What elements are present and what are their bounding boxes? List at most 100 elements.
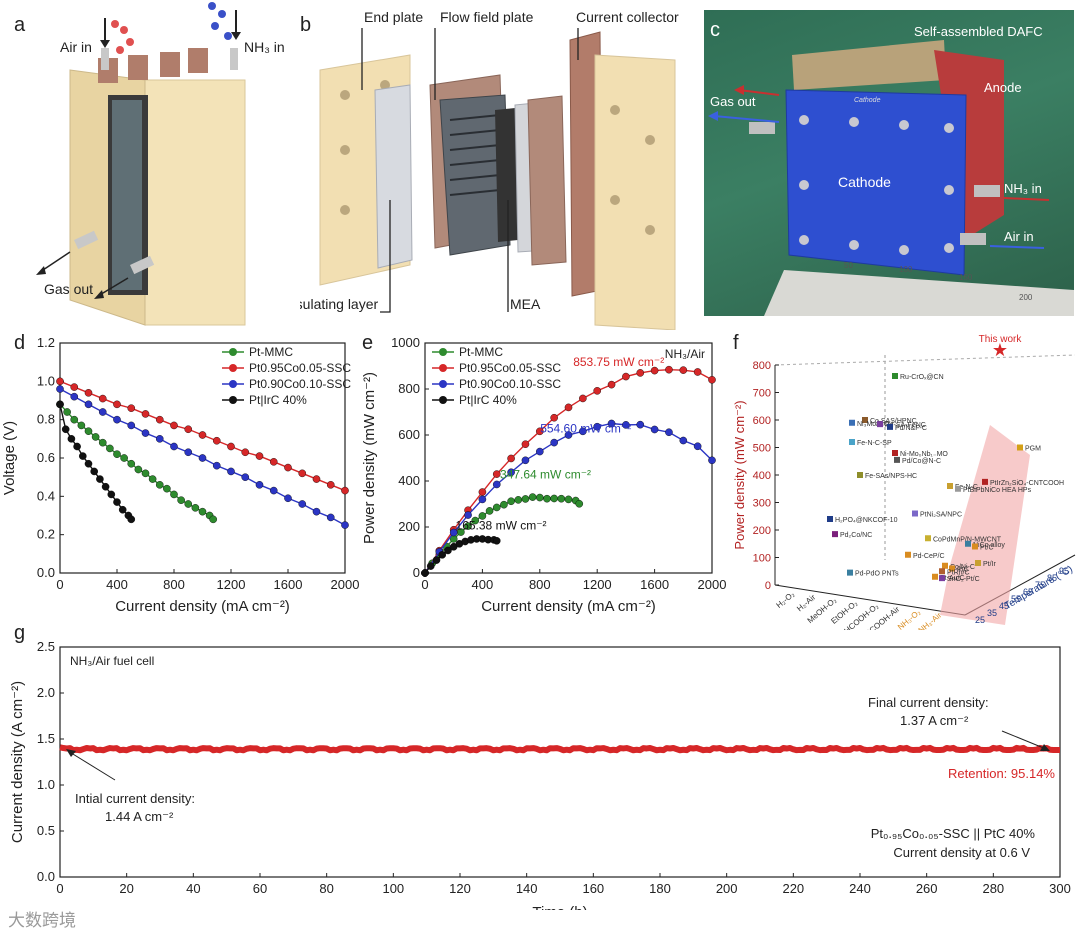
temperature-tick: 85 — [1047, 573, 1057, 583]
fuel-axis-label: H₂-O₂ — [775, 590, 797, 610]
data-point — [106, 444, 114, 453]
legend-marker — [439, 364, 447, 372]
legend-label: Pt0.95Co0.05-SSC — [249, 361, 351, 375]
data-point — [227, 467, 235, 476]
x-tick-label: 2000 — [698, 577, 727, 592]
legend-marker — [229, 364, 237, 372]
benchmark-point-label: Ni-Mo₀Nb₁₋MO — [900, 451, 948, 458]
legend-label: Pt|IrC 40% — [249, 393, 307, 407]
end-plate-label: End plate — [364, 9, 423, 25]
benchmark-point-label: Fe-N-C-SP — [857, 440, 892, 447]
gas-out-label-c: Gas out — [710, 94, 756, 109]
data-point — [255, 452, 264, 460]
legend-label: Pt0.90Co0.10-SSC — [459, 377, 561, 391]
data-point — [492, 480, 501, 489]
x-axis-title: Current density (mA cm⁻²) — [481, 598, 656, 615]
benchmark-point — [892, 373, 898, 379]
benchmark-point-label: PtRh/C — [947, 569, 970, 576]
benchmark-point-label: Fe-SAs/NPS-HC — [865, 473, 917, 480]
data-point — [564, 431, 573, 439]
x-tick-label: 200 — [716, 881, 738, 896]
data-point — [127, 421, 136, 430]
data-point — [636, 420, 645, 429]
data-point — [312, 475, 321, 483]
data-point — [198, 431, 207, 439]
air-in-label: Air in — [60, 39, 92, 55]
data-point — [113, 450, 121, 458]
data-point — [84, 427, 93, 435]
data-point — [241, 473, 250, 481]
x-tick-label: 400 — [472, 577, 494, 592]
data-point — [184, 448, 193, 457]
benchmark-point — [932, 573, 938, 580]
data-point — [471, 516, 480, 525]
data-point — [101, 482, 110, 491]
benchmark-point-label: Pd/Co@N-C — [902, 458, 941, 465]
data-point — [326, 513, 335, 522]
data-point — [56, 400, 64, 409]
benchmark-point-label: Pt/Ir — [983, 561, 997, 568]
data-point — [298, 469, 307, 478]
benchmark-point — [939, 568, 945, 575]
benchmark-point — [832, 531, 838, 538]
data-point — [113, 415, 121, 424]
data-point — [514, 496, 523, 504]
panel-label-c: c — [710, 19, 720, 41]
data-point — [177, 496, 185, 504]
ruler-tick-200: 200 — [1019, 293, 1033, 302]
data-point — [170, 421, 178, 430]
x-tick-label: 2000 — [331, 577, 360, 592]
legend-marker — [439, 348, 447, 356]
plate-engraving: Cathode — [854, 97, 881, 104]
data-point — [535, 447, 544, 456]
x-tick-label: 140 — [516, 881, 538, 896]
y-axis-title: Current density (A cm⁻²) — [9, 681, 26, 843]
x-axis-title: Time (h) — [532, 904, 587, 910]
this-work-label: This work — [979, 334, 1023, 345]
data-point — [141, 469, 150, 478]
x-tick-label: 0 — [56, 577, 63, 592]
benchmark-point-label: PtIrZn₂SiO₄-CNTCOOH — [990, 480, 1064, 487]
x-tick-label: 0 — [56, 881, 63, 896]
benchmark-point — [892, 450, 898, 456]
y-tick-label: 600 — [398, 427, 420, 442]
chart-e-power-density: 0 400 800 1200 1600 2000 0 200 400 600 800 1000 Curr… — [361, 335, 727, 615]
data-point — [708, 376, 716, 384]
temperature-tick: 95 — [1059, 566, 1069, 576]
data-point — [155, 481, 164, 489]
data-point — [198, 507, 207, 516]
panel-label-f: f — [733, 332, 739, 354]
legend-label: Pt0.90Co0.10-SSC — [249, 377, 351, 391]
benchmark-point — [982, 478, 988, 485]
benchmark-point — [905, 551, 911, 558]
data-point — [79, 452, 87, 460]
data-point — [492, 470, 501, 478]
z-tick-label: 700 — [753, 388, 771, 400]
legend-marker — [229, 396, 237, 404]
cathode-label: Cathode — [838, 174, 891, 190]
legend-marker — [439, 396, 447, 404]
data-point — [607, 380, 616, 389]
benchmark-point — [939, 575, 945, 582]
benchmark-point — [857, 472, 863, 478]
data-point — [528, 493, 537, 501]
ruler-tick-100: 100 — [899, 265, 913, 274]
x-tick-label: 800 — [163, 577, 185, 592]
benchmark-point-label: Pd-CeP/C — [913, 553, 945, 560]
y-tick-label: 0.8 — [37, 412, 55, 427]
data-point — [500, 500, 508, 509]
data-point — [421, 569, 429, 577]
chart-d-polarization: 0 400 800 1200 1600 2000 0.0 0.2 0.4 0.6 0.8 1.0 1.2… — [1, 335, 360, 615]
data-point — [312, 507, 321, 516]
benchmark-point-label: Pd₂Co/NC — [840, 532, 872, 539]
data-point — [478, 488, 487, 496]
condition-label: Current density at 0.6 V — [893, 845, 1030, 860]
data-point — [107, 490, 116, 499]
top-edge — [774, 354, 1076, 366]
y-tick-label: 0 — [413, 565, 420, 580]
benchmark-point — [942, 562, 948, 569]
dafc-photo-drawing: 50 100 150 200 Cathode c Self-assembled … — [708, 19, 1074, 316]
x-tick-label: 20 — [119, 881, 133, 896]
benchmark-point-label: Co/Ni-C — [950, 564, 975, 571]
benchmark-point — [849, 439, 855, 445]
